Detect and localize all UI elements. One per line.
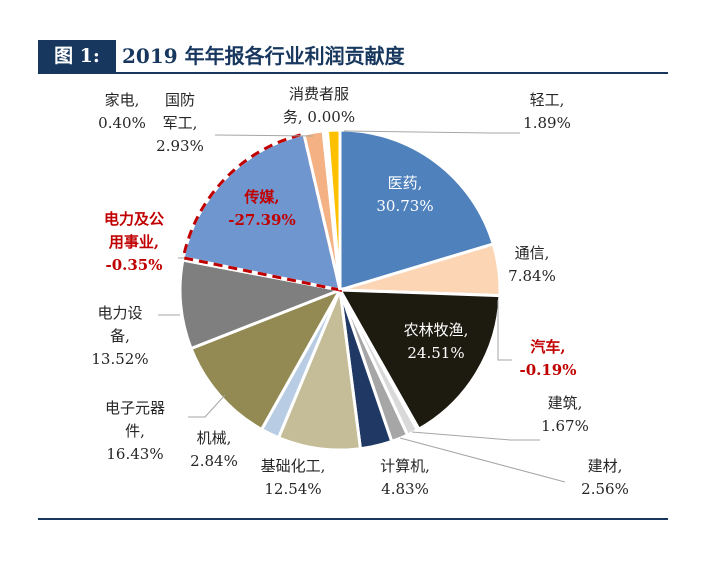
label-dlgy: 电力及公用事业, -0.35% <box>104 210 164 274</box>
pie-slices <box>178 128 502 452</box>
label-dianzi: 电子元器件, 16.43% <box>105 399 165 463</box>
label-jianzhu: 建筑, 1.67% <box>541 394 589 435</box>
label-jiadian: 家电, 0.40% <box>98 91 146 132</box>
label-guofang: 国防军工, 2.93% <box>156 91 204 155</box>
header-rule <box>38 72 668 74</box>
label-dlsb: 电力设备, 13.52% <box>91 304 148 368</box>
label-jichu: 基础化工, 12.54% <box>261 457 326 498</box>
slice-dianzi <box>189 287 344 432</box>
label-jixie: 机械, 2.84% <box>190 429 238 470</box>
label-chuanmei: 传媒, -27.39% <box>228 188 295 229</box>
label-jisuanji: 计算机, 4.83% <box>380 457 430 498</box>
leader-lines <box>158 130 566 483</box>
label-yiyao: 医药, 30.73% <box>376 174 433 215</box>
label-xiaofei: 消费者服务, 0.00% <box>283 85 355 126</box>
leader-jiancai <box>399 437 566 483</box>
label-tongxin: 通信, 7.84% <box>508 244 556 285</box>
leader-guofang <box>214 134 314 137</box>
slice-labels: 医药, 30.73% 通信, 7.84% 农林牧渔, 24.51% 汽车, -0.19% 建筑,… <box>91 85 628 498</box>
leader-dianzi <box>188 394 226 418</box>
figure-label: 图 1: <box>38 40 116 72</box>
slice-nonglin <box>337 288 502 432</box>
figure-header: 图 1: 2019 年年报各行业利润贡献度 <box>38 40 668 74</box>
label-nonglin: 农林牧渔, 24.51% <box>404 321 469 362</box>
leader-jianzhu <box>411 431 540 441</box>
footer-rule <box>38 518 668 520</box>
leader-qiche <box>497 300 512 361</box>
slice-qinggong <box>325 128 342 291</box>
label-qiche: 汽车, -0.19% <box>519 338 576 379</box>
label-jiancai: 建材, 2.56% <box>581 457 629 498</box>
label-qinggong: 轻工, 1.89% <box>523 91 571 132</box>
slice-chuanmei <box>181 132 342 292</box>
chart-title: 2019 年年报各行业利润贡献度 <box>122 44 405 68</box>
slice-dlsb <box>178 258 346 351</box>
leader-qinggong <box>343 130 520 134</box>
